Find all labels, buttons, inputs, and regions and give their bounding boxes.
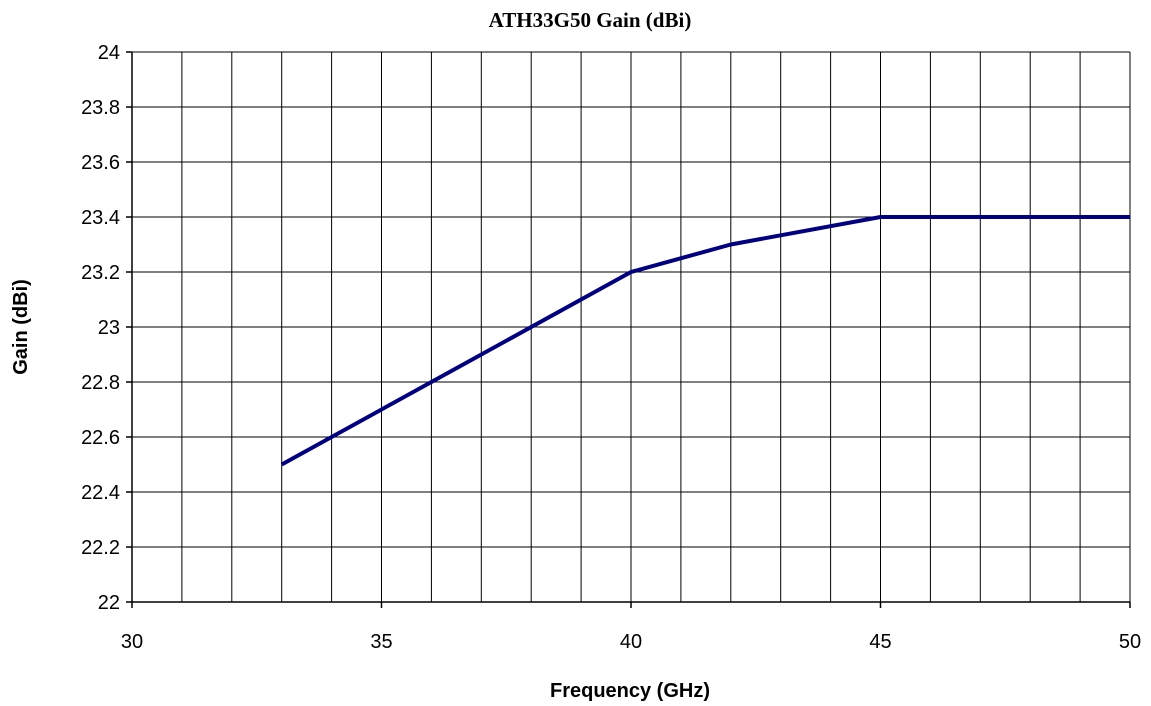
chart-title: ATH33G50 Gain (dBi) (489, 8, 692, 32)
y-tick-label: 24 (98, 42, 120, 64)
axes (126, 51, 1131, 608)
y-tick-labels: 22 22.2 22.4 22.6 22.8 23 23.2 23.4 23.6 23.8 24 (81, 42, 120, 614)
series-line (280, 215, 1130, 467)
series-layer (280, 215, 1130, 467)
y-tick-label: 22.2 (81, 537, 120, 559)
x-tick-label: 50 (1119, 631, 1141, 653)
y-tick-label: 22.4 (81, 482, 120, 504)
x-tick-label: 35 (370, 631, 392, 653)
x-tick-labels: 30 35 40 45 50 (121, 631, 1141, 653)
y-tick-label: 22 (98, 592, 120, 614)
y-tick-label: 23 (98, 317, 120, 339)
y-tick-label: 23.6 (81, 152, 120, 174)
x-tick-label: 30 (121, 631, 143, 653)
x-tick-label: 40 (620, 631, 642, 653)
y-tick-label: 22.6 (81, 427, 120, 449)
x-tick-label: 45 (869, 631, 891, 653)
y-tick-label: 23.4 (81, 207, 120, 229)
y-tick-label: 22.8 (81, 372, 120, 394)
y-axis-label: Gain (dBi) (10, 279, 32, 375)
x-axis-label: Frequency (GHz) (550, 680, 710, 702)
grid (131, 51, 1131, 603)
y-tick-label: 23.8 (81, 97, 120, 119)
y-tick-label: 23.2 (81, 262, 120, 284)
